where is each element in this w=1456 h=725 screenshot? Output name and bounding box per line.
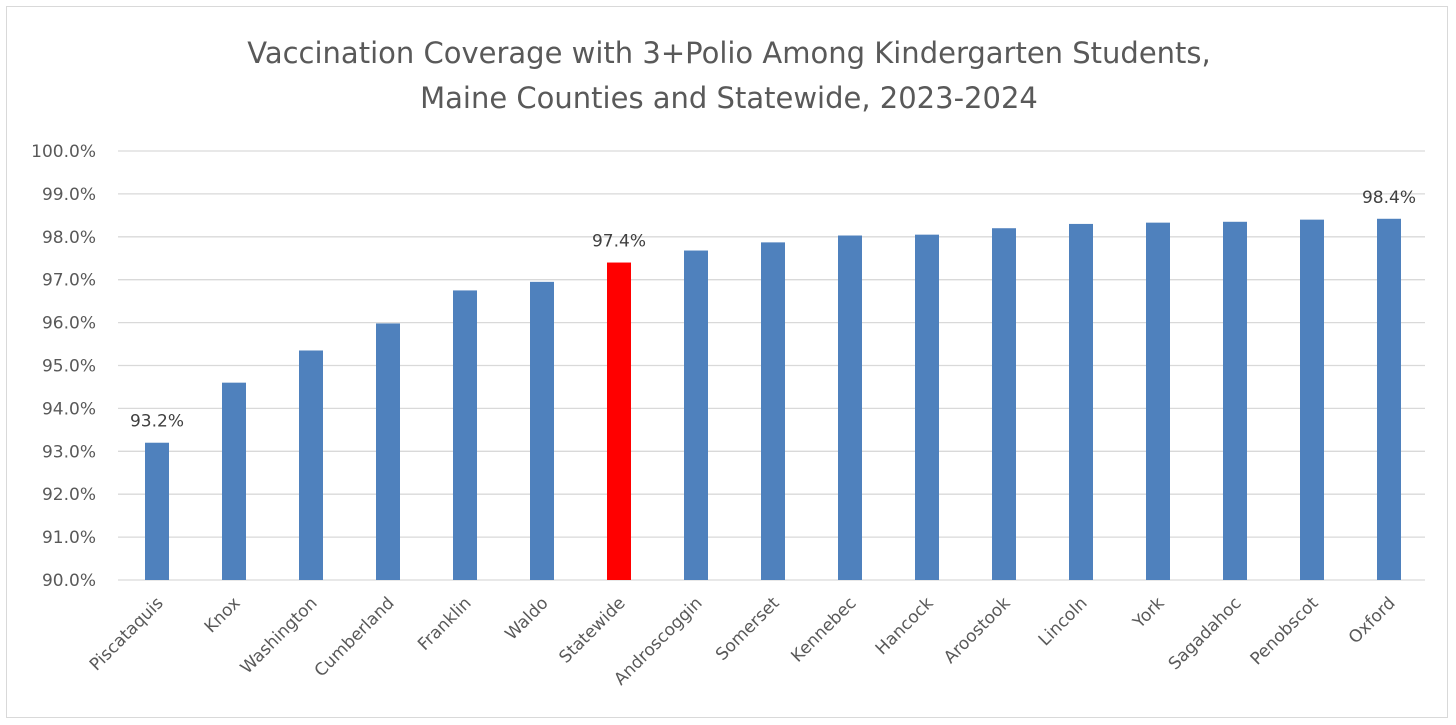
x-tick-label-statewide: Statewide [555, 593, 629, 667]
x-tick-label-kennebec: Kennebec [787, 593, 860, 666]
y-tick-label: 92.0% [42, 485, 96, 505]
bar-androscoggin [684, 250, 708, 580]
x-tick-label-washington: Washington [237, 593, 322, 678]
x-tick-label-waldo: Waldo [502, 593, 553, 644]
x-tick-label-somerset: Somerset [712, 593, 784, 665]
gridlines [118, 150, 1425, 581]
bar-oxford [1377, 218, 1401, 581]
y-tick-label: 100.0% [31, 142, 96, 162]
x-tick-label-piscataquis: Piscataquis [86, 593, 168, 675]
y-tick-label: 93.0% [42, 442, 96, 462]
bar-knox [222, 382, 246, 580]
x-tick-label-aroostook: Aroostook [940, 593, 1015, 668]
x-tick-label-york: York [1129, 593, 1169, 633]
bar-penobscot [1300, 219, 1324, 580]
y-tick-label: 99.0% [42, 185, 96, 205]
x-tick-label-sagadahoc: Sagadahoc [1165, 593, 1246, 674]
y-tick-label: 96.0% [42, 314, 96, 334]
data-label-piscataquis: 93.2% [130, 412, 184, 432]
y-tick-label: 94.0% [42, 399, 96, 419]
bar-statewide [607, 262, 631, 580]
bar-sagadahoc [1223, 221, 1247, 580]
bar-washington [299, 350, 323, 580]
bar-piscataquis [145, 442, 169, 580]
y-tick-label: 98.0% [42, 228, 96, 248]
y-tick-label: 90.0% [42, 571, 96, 591]
x-tick-label-franklin: Franklin [414, 593, 475, 654]
chart-frame [6, 6, 1448, 718]
x-tick-label-cumberland: Cumberland [311, 593, 399, 681]
x-tick-label-oxford: Oxford [1345, 593, 1400, 648]
data-label-oxford: 98.4% [1362, 188, 1416, 208]
chart-title: Vaccination Coverage with 3+Polio Among … [247, 36, 1211, 115]
x-tick-label-lincoln: Lincoln [1035, 593, 1092, 650]
bar-somerset [761, 242, 785, 580]
y-tick-label: 95.0% [42, 357, 96, 377]
bar-waldo [530, 281, 554, 580]
chart-title-line-2: Maine Counties and Statewide, 2023-2024 [420, 81, 1038, 115]
bar-cumberland [376, 323, 400, 580]
bar-hancock [915, 234, 939, 580]
bar-franklin [453, 290, 477, 580]
data-labels: 93.2% 97.4% 98.4% [130, 188, 1416, 432]
bar-lincoln [1069, 223, 1093, 580]
bars [145, 218, 1401, 581]
bar-york [1146, 222, 1170, 580]
y-tick-label: 91.0% [42, 528, 96, 548]
data-label-statewide: 97.4% [592, 232, 646, 252]
x-tick-label-knox: Knox [201, 593, 245, 637]
y-axis-tick-labels: 90.0% 91.0% 92.0% 93.0% 94.0% 95.0% 96.0% 97.0%… [31, 142, 96, 591]
x-tick-label-penobscot: Penobscot [1247, 593, 1323, 669]
x-tick-label-hancock: Hancock [872, 593, 938, 659]
y-tick-label: 97.0% [42, 271, 96, 291]
bar-kennebec [838, 235, 862, 580]
chart-title-line-1: Vaccination Coverage with 3+Polio Among … [247, 36, 1211, 70]
bar-aroostook [992, 228, 1016, 580]
